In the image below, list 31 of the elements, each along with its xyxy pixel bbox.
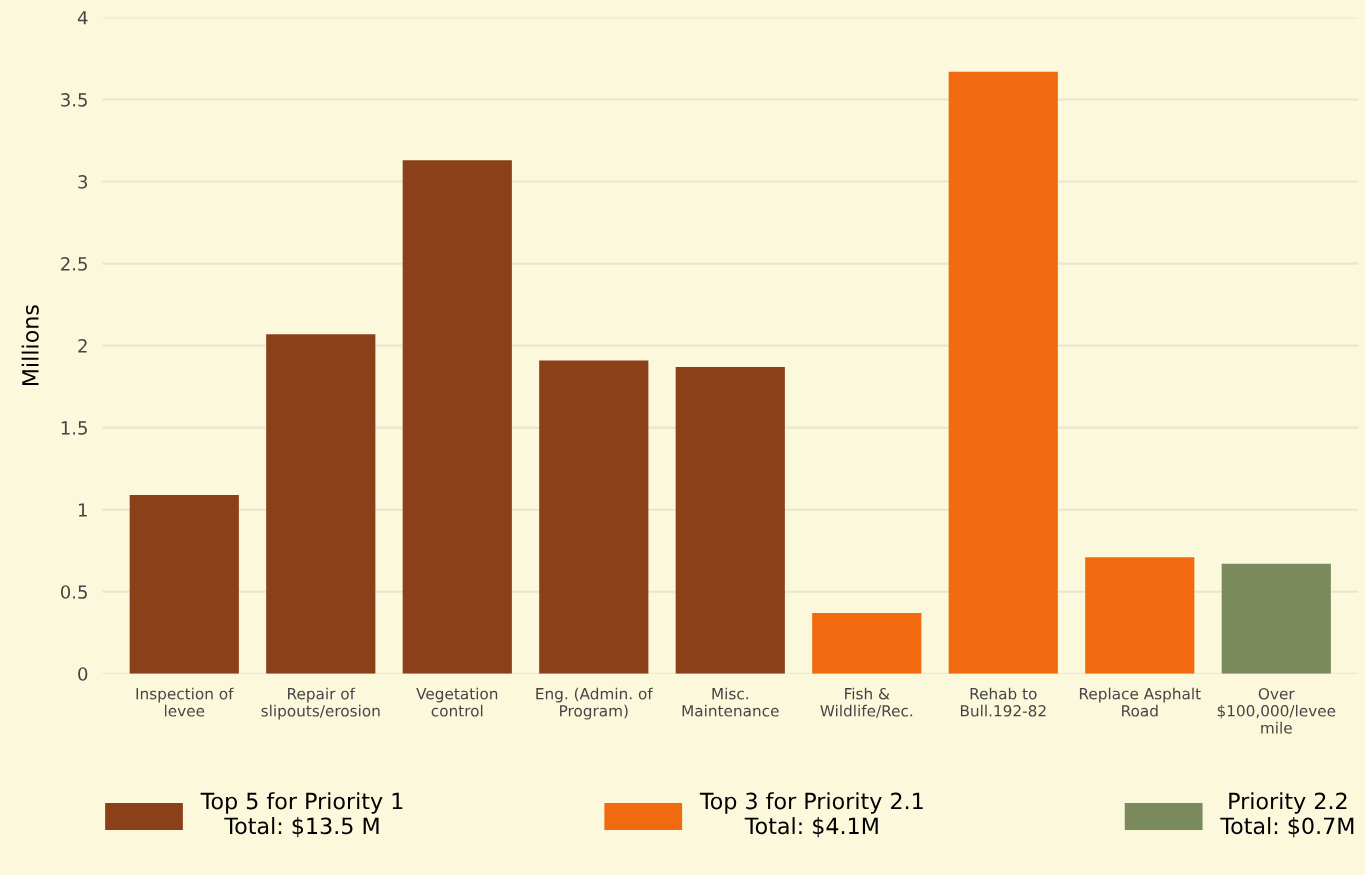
x-tick-label: Inspection of levee: [136, 687, 234, 717]
y-tick-label: 0.5: [60, 585, 87, 599]
legend-label: Top 5 for Priority 1 Total: $13.5 M: [200, 792, 403, 838]
bar: [812, 613, 922, 674]
y-tick-label: 1.5: [61, 421, 87, 435]
legend-label: Priority 2.2 Total: $0.7M: [1220, 792, 1354, 838]
legend-label: Top 3 for Priority 2.1 Total: $4.1M: [699, 792, 923, 838]
bar: [402, 160, 512, 674]
y-tick-label: 2: [78, 339, 87, 353]
bar: [948, 71, 1058, 674]
y-tick-label: 3: [78, 175, 88, 189]
bar: [675, 366, 785, 674]
x-tick-label: Vegetation control: [416, 687, 498, 717]
x-tick-label: Rehab to Bull.192-82: [960, 687, 1046, 717]
y-tick-label: 1: [78, 503, 87, 517]
y-tick-label: 4: [77, 11, 88, 25]
x-tick-label: Fish & Wildlife/Rec.: [820, 687, 913, 718]
y-tick-label: 3.5: [61, 92, 87, 107]
x-tick-label: Repair of slipouts/erosion: [261, 687, 380, 720]
bar: [266, 334, 376, 674]
bar: [1221, 563, 1331, 674]
x-tick-label: Replace Asphalt Road: [1079, 687, 1201, 717]
x-tick-label: Eng. (Admin. of Program): [536, 687, 653, 720]
bar: [1085, 557, 1195, 674]
x-tick-label: Misc. Maintenance: [682, 687, 779, 717]
x-tick-label: Over $100,000/levee mile: [1217, 687, 1336, 734]
bar: [129, 494, 239, 674]
bar: [539, 360, 649, 674]
y-axis-title: Millions: [21, 305, 39, 386]
y-tick-label: 2.5: [61, 257, 87, 271]
y-tick-label: 0: [78, 667, 88, 681]
